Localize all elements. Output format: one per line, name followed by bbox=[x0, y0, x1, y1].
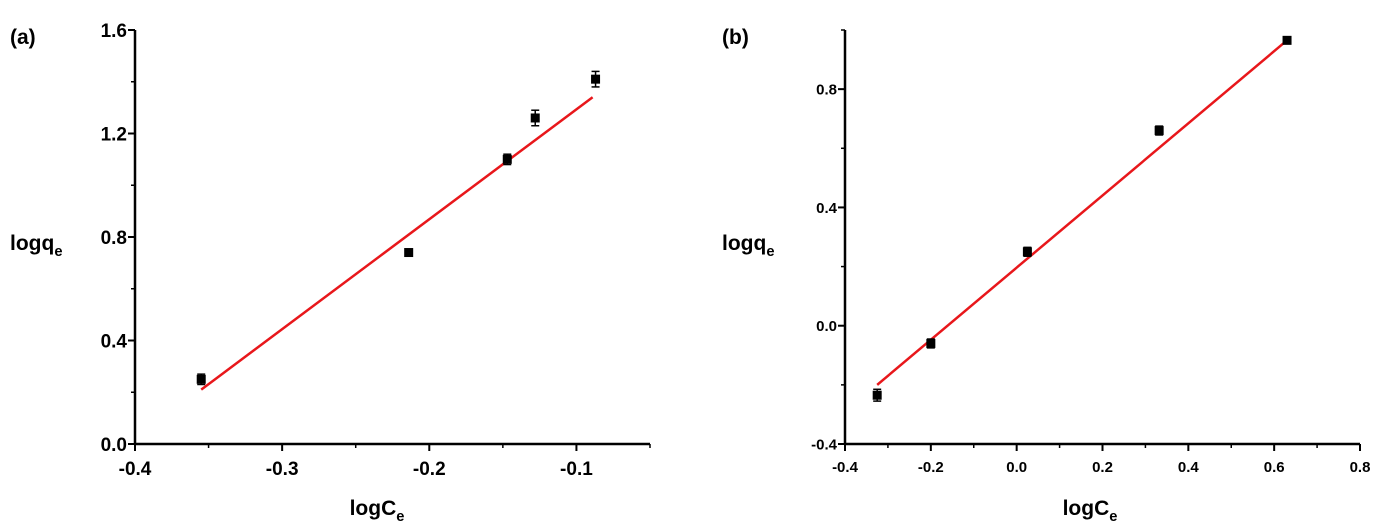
x-axis-title-main: logC bbox=[1063, 497, 1110, 520]
data-point bbox=[591, 74, 601, 84]
y-axis-title-main: logq bbox=[10, 232, 54, 255]
x-axis-title-main: logC bbox=[350, 497, 397, 520]
x-tick-label: -0.1 bbox=[560, 459, 593, 480]
data-point bbox=[872, 390, 882, 400]
panel-a: (a)-0.4 -0.3 -0.2 -0.10.00.40.81.21.6logCel… bbox=[10, 21, 651, 525]
x-tick-label: 0.6 bbox=[1264, 459, 1285, 476]
data-point bbox=[502, 154, 512, 164]
data-point bbox=[196, 374, 206, 384]
panel-b: (b) -0.4 -0.2 0.0 0.2 0.4 0.6 0.8 -0.4 0.0 0.4 0.8 l… bbox=[722, 26, 1370, 525]
x-axis-title-subscript: e bbox=[396, 509, 404, 525]
x-tick-label: -0.2 bbox=[918, 459, 944, 476]
data-point bbox=[530, 113, 540, 123]
y-tick-label: 0.8 bbox=[816, 82, 837, 99]
y-tick-label: 1.2 bbox=[101, 124, 127, 145]
data-point bbox=[404, 248, 414, 258]
y-axis-title: logqe bbox=[722, 232, 775, 260]
y-axis-title-subscript: e bbox=[54, 244, 62, 260]
y-tick-label: 0.4 bbox=[816, 200, 838, 217]
y-tick-label: 1.6 bbox=[101, 21, 127, 42]
data-point bbox=[1154, 126, 1164, 136]
x-tick-label: 0.4 bbox=[1178, 459, 1200, 476]
data-point bbox=[926, 338, 936, 348]
y-axis-title-main: logq bbox=[722, 232, 766, 255]
panel-label: (a) bbox=[10, 26, 36, 49]
y-tick-label: 0.0 bbox=[816, 318, 837, 335]
y-tick-label: 0.8 bbox=[101, 228, 127, 249]
fit-line bbox=[200, 96, 594, 391]
y-axis-title: logqe bbox=[10, 232, 63, 260]
x-tick-label: -0.4 bbox=[832, 459, 859, 476]
panel-label: (b) bbox=[722, 26, 749, 49]
y-tick-label: 0.4 bbox=[101, 331, 128, 352]
x-tick-label: -0.4 bbox=[119, 459, 152, 480]
fit-line bbox=[876, 39, 1288, 386]
y-tick-label: 0.0 bbox=[101, 435, 127, 456]
x-tick-label: 0.8 bbox=[1350, 459, 1371, 476]
data-point bbox=[1282, 35, 1292, 45]
x-axis-title-subscript: e bbox=[1109, 509, 1117, 525]
x-tick-label: -0.2 bbox=[413, 459, 446, 480]
x-axis-title: logCe bbox=[350, 497, 405, 525]
x-axis-title: logCe bbox=[1063, 497, 1118, 525]
x-tick-label: 0.2 bbox=[1092, 459, 1113, 476]
data-point bbox=[1022, 247, 1032, 257]
x-tick-label: 0.0 bbox=[1006, 459, 1027, 476]
x-tick-label: -0.3 bbox=[266, 459, 299, 480]
y-tick-label: -0.4 bbox=[811, 436, 838, 453]
y-axis-title-subscript: e bbox=[766, 244, 774, 260]
